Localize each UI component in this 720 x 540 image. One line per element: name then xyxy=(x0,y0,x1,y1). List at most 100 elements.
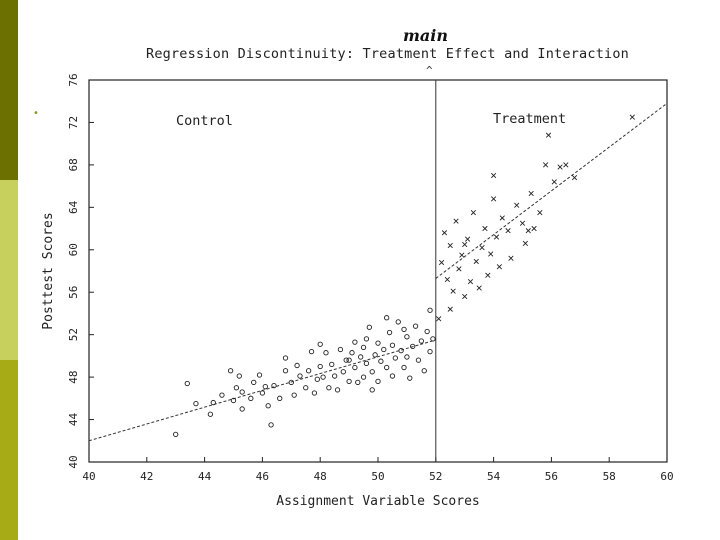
treatment-point xyxy=(453,218,459,224)
x-tick-label: 48 xyxy=(314,470,327,483)
control-point xyxy=(282,368,289,374)
control-point xyxy=(331,373,338,379)
treatment-point xyxy=(563,162,569,168)
control-point xyxy=(404,354,410,360)
control-point xyxy=(412,323,419,329)
control-point xyxy=(317,341,323,347)
control-point xyxy=(404,334,410,340)
control-point xyxy=(352,364,358,371)
control-point xyxy=(219,392,225,398)
treatment-point xyxy=(447,242,453,249)
treatment-point xyxy=(496,264,502,270)
chart-title: Regression Discontinuity: Treatment Effe… xyxy=(146,46,630,62)
control-point xyxy=(282,355,289,361)
control-point xyxy=(349,350,355,356)
control-point xyxy=(360,344,367,351)
control-point xyxy=(418,338,424,344)
x-tick-label: 42 xyxy=(140,470,153,483)
treatment-point xyxy=(493,234,500,240)
control-point xyxy=(415,357,422,363)
control-point xyxy=(389,342,396,348)
control-point xyxy=(277,395,283,401)
control-point xyxy=(363,360,370,366)
treatment-point xyxy=(557,164,563,170)
control-point xyxy=(320,374,326,380)
treatment-point xyxy=(545,132,552,138)
treatment-point xyxy=(490,196,497,202)
control-point xyxy=(311,390,318,396)
treatment-point xyxy=(438,259,445,266)
treatment-point xyxy=(629,114,635,120)
control-point xyxy=(248,395,254,401)
control-point xyxy=(346,357,352,363)
y-tick-label: 72 xyxy=(67,116,80,129)
control-point xyxy=(369,387,375,393)
control-point xyxy=(294,362,300,369)
treatment-point xyxy=(464,236,471,242)
treatment-point xyxy=(519,220,526,226)
treatment-point xyxy=(505,228,511,234)
control-point xyxy=(392,355,398,361)
treatment-point xyxy=(450,288,456,294)
y-tick-label: 40 xyxy=(67,455,80,468)
control-point xyxy=(389,373,396,379)
control-point xyxy=(251,379,257,386)
control-point xyxy=(369,369,375,375)
control-point xyxy=(173,431,179,438)
treatment-point xyxy=(490,172,497,179)
treatment-region-label: Treatment xyxy=(493,111,566,127)
treatment-point xyxy=(479,245,485,251)
control-point xyxy=(334,387,341,393)
treatment-point xyxy=(499,215,505,221)
control-point xyxy=(305,368,312,374)
treatment-point xyxy=(571,175,578,181)
x-tick-label: 52 xyxy=(429,470,442,483)
control-point xyxy=(303,385,309,391)
treatment-point xyxy=(488,251,494,257)
control-point xyxy=(288,379,294,386)
treatment-point xyxy=(441,230,448,236)
x-tick-label: 44 xyxy=(198,470,212,483)
control-point xyxy=(256,372,263,378)
control-point xyxy=(297,373,303,379)
control-point xyxy=(259,390,266,396)
control-point xyxy=(340,369,346,375)
y-tick-label: 60 xyxy=(67,243,80,256)
treatment-point xyxy=(528,190,534,197)
x-tick-label: 54 xyxy=(487,470,501,483)
control-region-label: Control xyxy=(176,113,233,129)
control-point xyxy=(337,346,344,353)
control-point xyxy=(384,364,390,371)
control-point xyxy=(427,307,433,313)
control-point xyxy=(398,347,404,354)
caret-mark: ^ xyxy=(426,64,433,77)
treatment-point xyxy=(476,285,482,291)
treatment-point xyxy=(473,258,479,265)
treatment-point xyxy=(525,228,531,234)
control-point xyxy=(227,368,234,374)
x-tick-label: 58 xyxy=(603,470,616,483)
y-tick-label: 56 xyxy=(67,286,80,299)
control-point xyxy=(239,389,245,395)
control-point xyxy=(271,382,277,389)
plot-frame xyxy=(88,79,668,463)
treatment-point xyxy=(436,316,442,322)
control-point xyxy=(381,346,387,353)
treatment-point xyxy=(485,272,491,278)
control-point xyxy=(407,375,413,381)
x-tick-label: 46 xyxy=(256,470,269,483)
y-tick-label: 68 xyxy=(67,158,80,171)
treatment-point xyxy=(456,266,462,272)
main-annotation: main xyxy=(403,26,449,45)
treatment-point xyxy=(444,276,450,283)
control-point xyxy=(352,339,358,345)
control-point xyxy=(372,352,378,358)
treatment-point xyxy=(508,255,514,261)
control-point xyxy=(329,361,335,368)
control-point xyxy=(193,400,199,407)
control-point xyxy=(308,348,315,355)
x-tick-label: 60 xyxy=(660,470,673,483)
control-point xyxy=(378,358,384,364)
regression-line-treatment xyxy=(435,102,668,279)
control-point xyxy=(265,403,271,409)
